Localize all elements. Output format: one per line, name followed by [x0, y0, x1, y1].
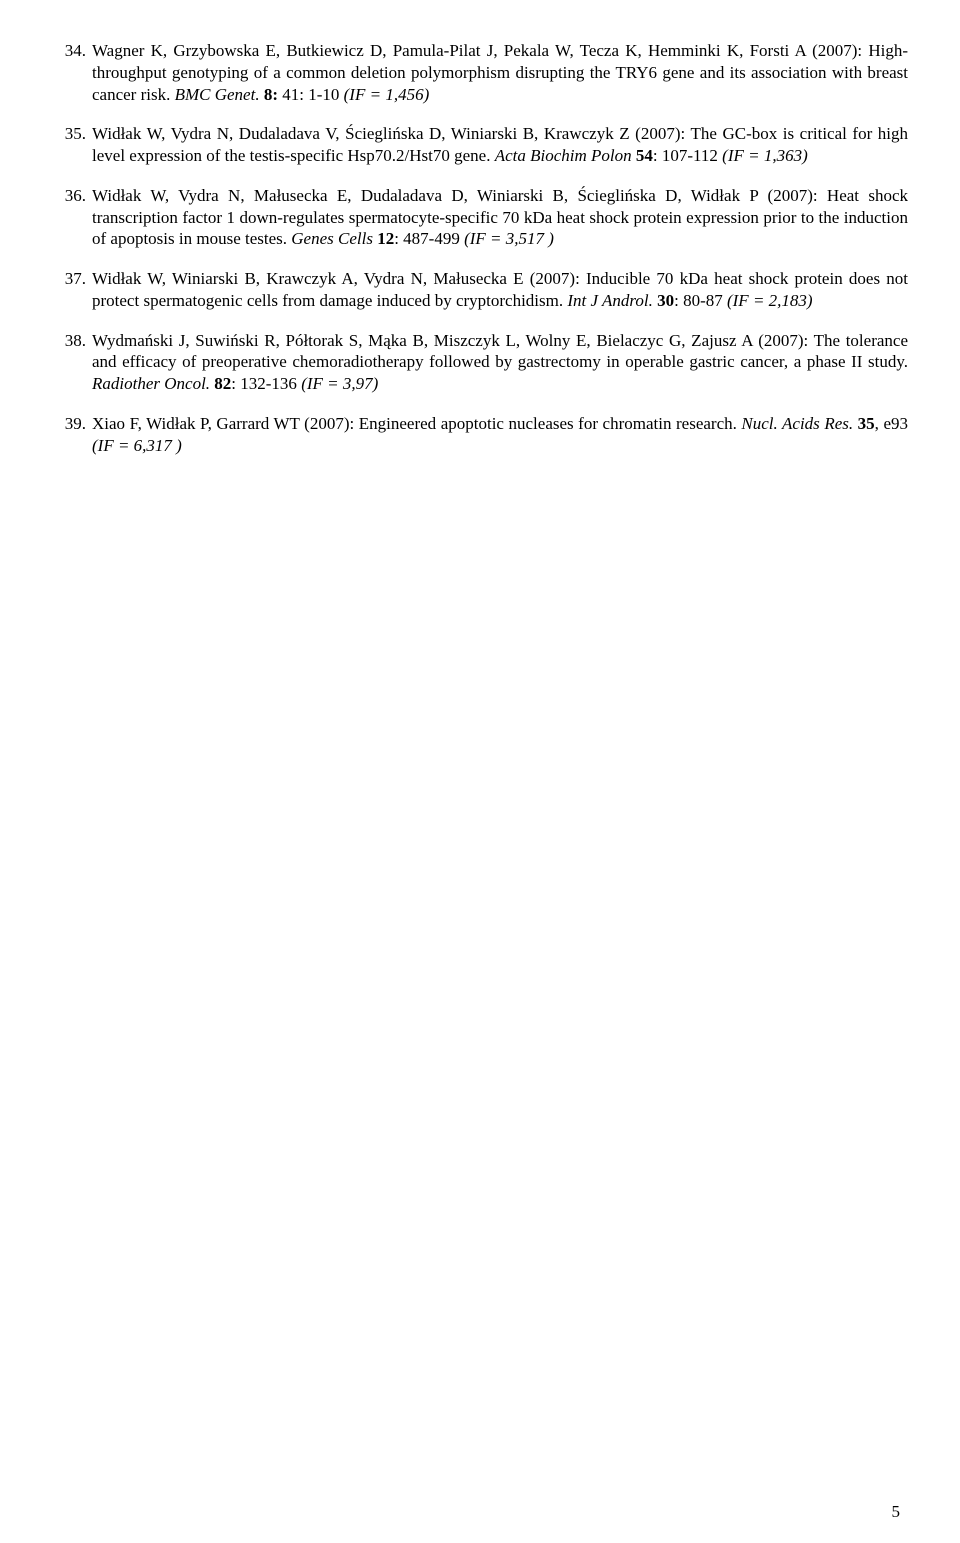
reference-volume: 12	[377, 229, 394, 248]
reference-journal: Acta Biochim Polon	[495, 146, 636, 165]
reference-pages: : 107-112	[653, 146, 722, 165]
reference-journal: BMC Genet.	[175, 85, 264, 104]
reference-list: 34. Wagner K, Grzybowska E, Butkiewicz D…	[56, 40, 908, 456]
reference-if: (IF = 1,456)	[344, 85, 430, 104]
reference-body: Xiao F, Widłak P, Garrard WT (2007): Eng…	[92, 413, 908, 457]
reference-journal: Nucl. Acids Res.	[741, 414, 857, 433]
reference-body: Widłak W, Vydra N, Małusecka E, Dudalada…	[92, 185, 908, 250]
page-number: 5	[892, 1501, 901, 1523]
reference-number: 35.	[56, 123, 92, 167]
reference-if: (IF = 2,183)	[727, 291, 813, 310]
reference-pages: 41: 1-10	[282, 85, 343, 104]
reference-if: (IF = 1,363)	[722, 146, 808, 165]
reference-number: 39.	[56, 413, 92, 457]
reference-pages: , e93	[875, 414, 908, 433]
reference-journal: Genes Cells	[291, 229, 377, 248]
reference-volume: 30	[657, 291, 674, 310]
reference-item: 34. Wagner K, Grzybowska E, Butkiewicz D…	[56, 40, 908, 105]
reference-if: (IF = 6,317 )	[92, 436, 182, 455]
reference-authors: Xiao F, Widłak P, Garrard WT (2007): Eng…	[92, 414, 741, 433]
reference-number: 34.	[56, 40, 92, 105]
reference-item: 39. Xiao F, Widłak P, Garrard WT (2007):…	[56, 413, 908, 457]
reference-journal: Radiother Oncol.	[92, 374, 214, 393]
reference-volume: 8:	[264, 85, 282, 104]
reference-volume: 54	[636, 146, 653, 165]
reference-pages: : 80-87	[674, 291, 727, 310]
reference-body: Wagner K, Grzybowska E, Butkiewicz D, Pa…	[92, 40, 908, 105]
reference-body: Wydmański J, Suwiński R, Półtorak S, Mąk…	[92, 330, 908, 395]
reference-volume: 35	[858, 414, 875, 433]
reference-pages: : 132-136	[231, 374, 301, 393]
reference-number: 36.	[56, 185, 92, 250]
reference-body: Widłak W, Vydra N, Dudaladava V, Ściegli…	[92, 123, 908, 167]
reference-volume: 82	[214, 374, 231, 393]
reference-item: 38. Wydmański J, Suwiński R, Półtorak S,…	[56, 330, 908, 395]
reference-number: 38.	[56, 330, 92, 395]
reference-body: Widłak W, Winiarski B, Krawczyk A, Vydra…	[92, 268, 908, 312]
reference-pages: : 487-499	[394, 229, 464, 248]
reference-if: (IF = 3,97)	[301, 374, 378, 393]
reference-item: 37. Widłak W, Winiarski B, Krawczyk A, V…	[56, 268, 908, 312]
reference-item: 35. Widłak W, Vydra N, Dudaladava V, Ści…	[56, 123, 908, 167]
reference-journal: Int J Androl.	[567, 291, 657, 310]
reference-item: 36. Widłak W, Vydra N, Małusecka E, Duda…	[56, 185, 908, 250]
reference-if: (IF = 3,517 )	[464, 229, 554, 248]
reference-authors: Wydmański J, Suwiński R, Półtorak S, Mąk…	[92, 331, 908, 372]
reference-number: 37.	[56, 268, 92, 312]
